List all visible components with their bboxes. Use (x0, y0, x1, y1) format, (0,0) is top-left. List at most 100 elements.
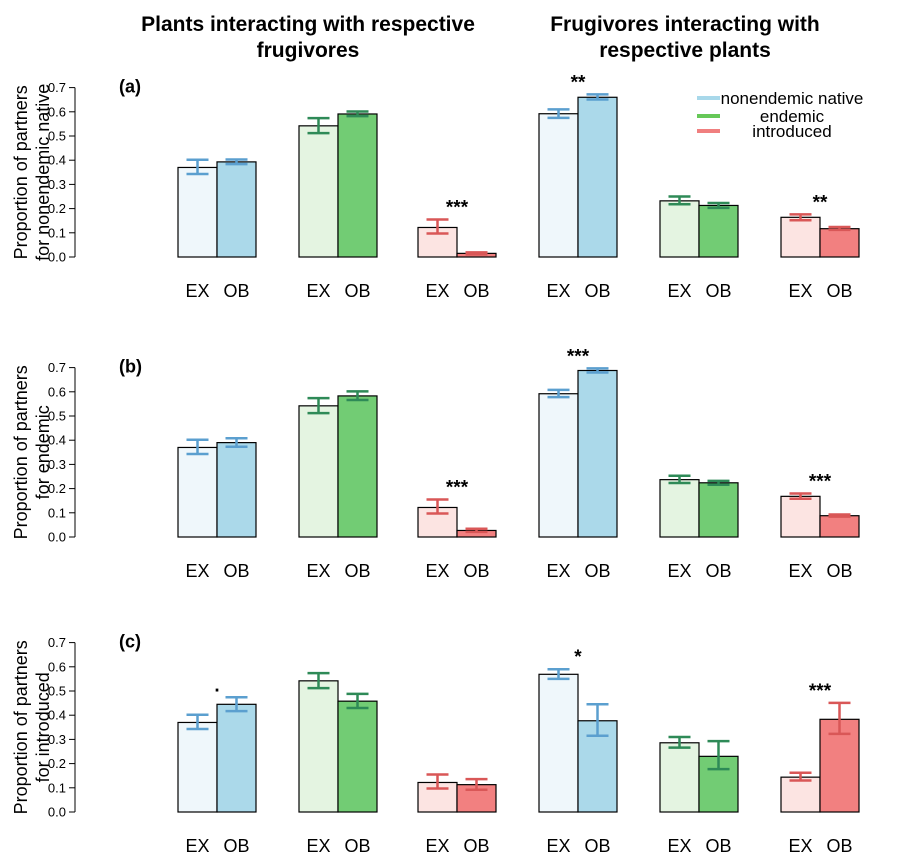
x-tick-label: OB (463, 561, 489, 581)
y-tick-label: 0.4 (48, 433, 66, 448)
y-axis-label: Proportion of partners (11, 640, 31, 814)
significance-marker: *** (446, 197, 469, 218)
panel-label: (c) (119, 632, 141, 652)
y-tick-label: 0.0 (48, 250, 66, 265)
y-tick-label: 0.2 (48, 756, 66, 771)
y-tick-label: 0.6 (48, 659, 66, 674)
x-tick-label: EX (425, 836, 449, 855)
x-tick-label: EX (667, 836, 691, 855)
x-tick-label: OB (705, 281, 731, 301)
x-tick-label: OB (584, 561, 610, 581)
x-tick-label: OB (584, 836, 610, 855)
significance-marker: *** (809, 681, 832, 702)
bar-ex (659, 742, 700, 813)
x-tick-label: OB (463, 281, 489, 301)
bar-ex (538, 113, 579, 258)
bar-ob (698, 482, 739, 538)
bar-ex (298, 405, 339, 538)
bar-ex (780, 776, 821, 813)
legend-label: introduced (752, 122, 831, 141)
y-tick-label: 0.2 (48, 201, 66, 216)
bar-ex (177, 721, 218, 813)
significance-marker: . (214, 675, 219, 696)
y-tick-label: 0.1 (48, 505, 66, 520)
x-tick-label: OB (223, 561, 249, 581)
x-tick-label: EX (306, 836, 330, 855)
bar-ob (577, 96, 618, 258)
y-axis-label: for endemic (33, 405, 53, 499)
y-tick-label: 0.6 (48, 384, 66, 399)
legend-label: endemic (760, 107, 825, 126)
bar-ob (216, 161, 257, 258)
x-tick-label: EX (788, 836, 812, 855)
bar-ob (337, 700, 378, 813)
bar-ob (577, 369, 618, 538)
bar-ex (780, 216, 821, 258)
x-tick-label: EX (788, 281, 812, 301)
x-tick-label: OB (705, 836, 731, 855)
x-tick-label: EX (425, 281, 449, 301)
y-axis-label: for nonendemic native (33, 84, 53, 261)
y-tick-label: 0.4 (48, 153, 66, 168)
y-tick-label: 0.3 (48, 177, 66, 192)
x-tick-label: EX (185, 836, 209, 855)
x-tick-label: EX (546, 281, 570, 301)
bar-ob (698, 204, 739, 258)
y-tick-label: 0.0 (48, 805, 66, 820)
x-tick-label: OB (584, 281, 610, 301)
x-tick-label: OB (826, 561, 852, 581)
bar-ex (659, 479, 700, 538)
significance-marker: *** (567, 346, 590, 367)
bar-ob (216, 703, 257, 813)
bar-ex (538, 673, 579, 813)
y-tick-label: 0.4 (48, 708, 66, 723)
y-tick-label: 0.1 (48, 225, 66, 240)
x-tick-label: EX (546, 561, 570, 581)
bar-ob (216, 442, 257, 538)
significance-marker: *** (446, 477, 469, 498)
significance-marker: * (574, 647, 582, 668)
left-column-title: Plants interacting with respective frugi… (141, 13, 475, 62)
x-tick-label: OB (344, 281, 370, 301)
x-tick-label: EX (667, 561, 691, 581)
x-tick-label: OB (463, 836, 489, 855)
y-axis-label: Proportion of partners (11, 365, 31, 539)
bar-ex (298, 680, 339, 813)
bar-ex (780, 495, 821, 538)
y-tick-label: 0.6 (48, 104, 66, 119)
y-tick-label: 0.5 (48, 684, 66, 699)
x-tick-label: EX (185, 281, 209, 301)
panel-label: (b) (119, 357, 142, 377)
bar-ex (417, 506, 458, 538)
x-tick-label: OB (826, 836, 852, 855)
bar-ex (298, 125, 339, 258)
y-axis-label: Proportion of partners (11, 85, 31, 259)
y-tick-label: 0.3 (48, 732, 66, 747)
y-tick-label: 0.2 (48, 481, 66, 496)
x-tick-label: OB (705, 561, 731, 581)
x-tick-label: EX (306, 561, 330, 581)
y-tick-label: 0.7 (48, 635, 66, 650)
y-tick-label: 0.5 (48, 409, 66, 424)
x-tick-label: OB (826, 281, 852, 301)
significance-marker: *** (809, 471, 832, 492)
x-tick-label: EX (546, 836, 570, 855)
x-tick-label: OB (344, 561, 370, 581)
bar-ob (819, 228, 860, 258)
x-tick-label: OB (344, 836, 370, 855)
panel-label: (a) (119, 77, 141, 97)
bar-ob (337, 113, 378, 258)
y-tick-label: 0.7 (48, 360, 66, 375)
x-tick-label: EX (667, 281, 691, 301)
x-tick-label: OB (223, 836, 249, 855)
y-tick-label: 0.3 (48, 457, 66, 472)
x-tick-label: EX (306, 281, 330, 301)
right-column-title: Frugivores interacting with respective p… (550, 13, 820, 62)
significance-marker: ** (571, 72, 586, 93)
y-tick-label: 0.1 (48, 780, 66, 795)
legend-label: nonendemic native (721, 89, 864, 108)
y-tick-label: 0.5 (48, 129, 66, 144)
y-tick-label: 0.7 (48, 80, 66, 95)
y-tick-label: 0.0 (48, 530, 66, 545)
